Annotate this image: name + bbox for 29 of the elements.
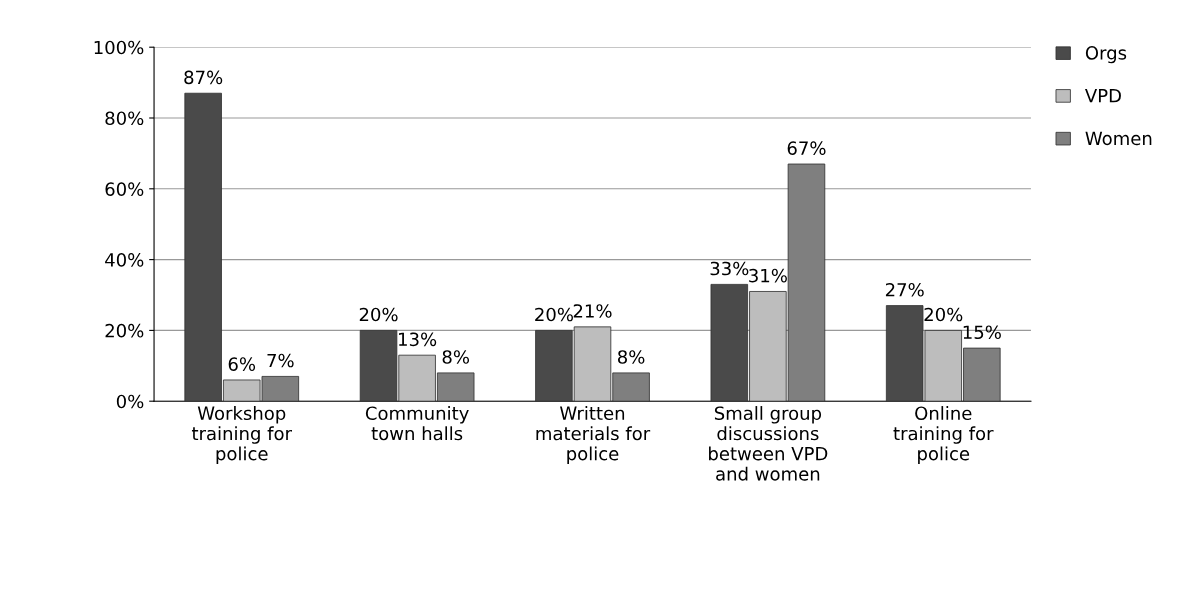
x-tick-label: Written materials for police [536,406,651,464]
data-label: 8% [442,350,470,364]
data-label: 27% [885,282,924,297]
data-label: 67% [787,141,826,155]
x-tick-label: Workshop training for police [191,406,292,464]
legend-label: Women [1085,131,1152,146]
data-label: 21% [573,304,612,318]
y-tick-label: 40% [105,253,144,267]
y-tick-label: 60% [105,182,144,196]
x-tick-label: Online training for police [893,406,994,464]
data-label: 20% [535,307,573,322]
legend-label: VPD [1085,89,1121,103]
y-tick-label: 80% [105,111,144,126]
y-tick-label: 20% [105,323,144,338]
x-tick-label: Small group discussions between VPD and women [709,406,828,481]
data-label: 15% [963,325,1001,340]
data-label: 20% [359,307,398,322]
data-label: 20% [924,307,963,322]
y-tick-label: 100% [94,40,144,55]
data-label: 13% [399,332,437,347]
data-label: 8% [617,350,645,364]
x-tick-label: Community town halls [365,406,469,441]
data-label: 33% [710,261,749,276]
data-label: 31% [749,268,787,283]
data-label: 87% [184,70,223,85]
data-label: 7% [267,353,294,368]
y-tick-label: 0% [116,394,144,409]
legend-label: Orgs [1085,46,1127,64]
data-label: 6% [228,357,256,371]
